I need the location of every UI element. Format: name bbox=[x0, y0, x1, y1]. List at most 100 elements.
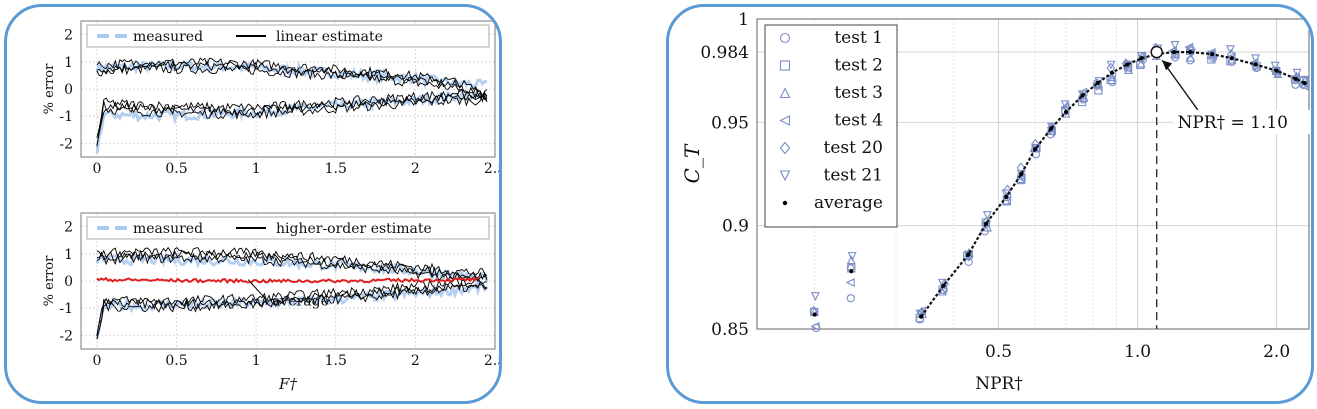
average-point bbox=[1095, 80, 1100, 86]
series-higher-order-estimate-lower bbox=[96, 282, 488, 340]
x-tick-label: 1 bbox=[252, 353, 261, 369]
marker-diamond bbox=[1138, 51, 1147, 63]
y-tick-label: -2 bbox=[59, 328, 73, 344]
marker-tri-up bbox=[1061, 108, 1071, 118]
ct-plot: 0.5 1.0 2.0 0.85 0.9 0.95 0.984 1 C_T NPR† NPR† = … bbox=[680, 10, 1311, 394]
marker-square bbox=[1094, 86, 1103, 95]
y-tick-label: -1 bbox=[59, 109, 73, 125]
marker-circle bbox=[779, 32, 791, 44]
legend-box bbox=[764, 24, 898, 228]
plot-frame bbox=[80, 212, 496, 350]
average-point bbox=[1253, 62, 1258, 67]
marker-tri-down bbox=[915, 309, 925, 319]
y-tick-label: 0.9 bbox=[722, 217, 749, 237]
plot-frame bbox=[80, 20, 496, 158]
x-tick-label: 1.5 bbox=[325, 161, 347, 177]
error-plots: 0 0.5 1 1.5 2 2.5 -2 -1 0 1 2 % error measured linear… bbox=[42, 20, 502, 393]
y-tick-label: -1 bbox=[59, 301, 73, 317]
average-point bbox=[1080, 93, 1085, 98]
marker-tri-left bbox=[779, 115, 791, 126]
annotation-npr: NPR† = 1.10 bbox=[1177, 113, 1288, 133]
y-tick-label: 0 bbox=[64, 274, 73, 290]
x-tick-label: 0 bbox=[92, 161, 101, 177]
marker-tri-down bbox=[1292, 68, 1302, 78]
marker-tri-up bbox=[1001, 195, 1011, 205]
marker-tri-down bbox=[1136, 51, 1146, 61]
legend-label: test 21 bbox=[824, 166, 883, 186]
marker-tri-down bbox=[1170, 41, 1180, 51]
y-tick-label: 1 bbox=[64, 55, 73, 71]
average-point bbox=[1188, 49, 1193, 55]
y-tick-label: 1 bbox=[64, 247, 73, 263]
y-axis-label: % error bbox=[42, 63, 57, 114]
series-higher-order-estimate-upper bbox=[96, 252, 488, 283]
x-tick-label: 2.5 bbox=[484, 161, 502, 177]
y-tick-label: 2 bbox=[64, 220, 73, 236]
legend: test 1 test 2 test 3 test 4 test 20 test 21 av… bbox=[764, 24, 898, 228]
average-point bbox=[1293, 76, 1298, 82]
average-point bbox=[966, 252, 971, 257]
x-tick-label: 0.5 bbox=[165, 161, 187, 177]
y-tick-label: 1 bbox=[738, 10, 749, 30]
legend-box bbox=[86, 216, 490, 240]
series-measured-lower bbox=[95, 90, 488, 154]
x-tick-label: 0.5 bbox=[985, 342, 1012, 362]
average-point bbox=[941, 283, 946, 288]
series-linear-estimate-upper bbox=[96, 64, 488, 102]
average-point bbox=[1302, 80, 1307, 86]
marker-square bbox=[779, 60, 791, 71]
average-point bbox=[849, 269, 854, 274]
legend-label-measured: measured bbox=[133, 221, 203, 237]
marker-tri-down bbox=[1225, 45, 1235, 55]
legend-label: test 1 bbox=[834, 28, 883, 48]
average-point bbox=[1139, 56, 1144, 61]
series-linear-estimate-lower bbox=[96, 88, 488, 138]
thrust-coefficient-plot: 0.5 1.0 2.0 0.85 0.9 0.95 0.984 1 C_T NPR† NPR† = … bbox=[680, 10, 1311, 394]
average-point bbox=[1210, 52, 1215, 57]
series-average-line bbox=[96, 276, 480, 285]
annotation-arrow bbox=[1161, 59, 1199, 111]
average-point bbox=[1049, 126, 1054, 131]
legend-label-measured: measured bbox=[133, 29, 203, 45]
y-tick-label: 0.95 bbox=[711, 113, 749, 133]
x-tick-label: 0.5 bbox=[165, 353, 187, 369]
marker-tri-down bbox=[810, 292, 820, 302]
legend-label-estimate: linear estimate bbox=[276, 29, 383, 45]
annotation-arrow bbox=[247, 279, 265, 298]
y-tick-label: 2 bbox=[64, 28, 73, 44]
average-point bbox=[1033, 147, 1038, 152]
marker-diamond bbox=[1121, 58, 1131, 70]
marker-tri-down bbox=[1251, 54, 1261, 64]
average-point bbox=[1004, 194, 1009, 199]
annotation-bg bbox=[1173, 110, 1311, 134]
y-tick-label: 0.984 bbox=[700, 43, 749, 63]
x-tick-label: 1.0 bbox=[1124, 342, 1151, 362]
left-figure-panel: 0 0.5 1 1.5 2 2.5 -2 -1 0 1 2 % error measured linear… bbox=[4, 4, 502, 404]
plot-frame bbox=[756, 18, 1310, 330]
legend-label: test 3 bbox=[834, 83, 883, 103]
marker-tri-down bbox=[847, 252, 857, 262]
average-point bbox=[1109, 70, 1115, 75]
marker-tri-left bbox=[845, 278, 855, 288]
marker-tri-up bbox=[1186, 52, 1196, 62]
marker-tri-down bbox=[1060, 100, 1070, 110]
series-higher-order-estimate-upper bbox=[96, 249, 488, 281]
y-tick-label: -2 bbox=[59, 136, 73, 152]
x-tick-label: 1.5 bbox=[325, 353, 347, 369]
average-point bbox=[1274, 68, 1279, 73]
average-point bbox=[1063, 109, 1069, 115]
marker-tri-down bbox=[1270, 61, 1280, 71]
annotation-arrowhead bbox=[1162, 60, 1173, 71]
marker-tri-up bbox=[1136, 58, 1146, 68]
x-tick-label: 2.0 bbox=[1263, 342, 1290, 362]
y-axis-label: C_T bbox=[680, 143, 704, 183]
marker-tri-up bbox=[779, 87, 791, 99]
marker-circle bbox=[1291, 80, 1300, 89]
average-point bbox=[1172, 49, 1177, 55]
right-figure-panel: 0.5 1.0 2.0 0.85 0.9 0.95 0.984 1 C_T NPR† NPR† = … bbox=[666, 4, 1314, 404]
error-plot-2: 0 0.5 1 1.5 2 2.5 -2 -1 0 1 2 % error F† measured high… bbox=[42, 212, 499, 393]
annotation-average: average bbox=[272, 293, 329, 309]
x-tick-label: 2 bbox=[411, 161, 420, 177]
marker-tri-down bbox=[779, 170, 791, 182]
average-point bbox=[812, 312, 817, 317]
